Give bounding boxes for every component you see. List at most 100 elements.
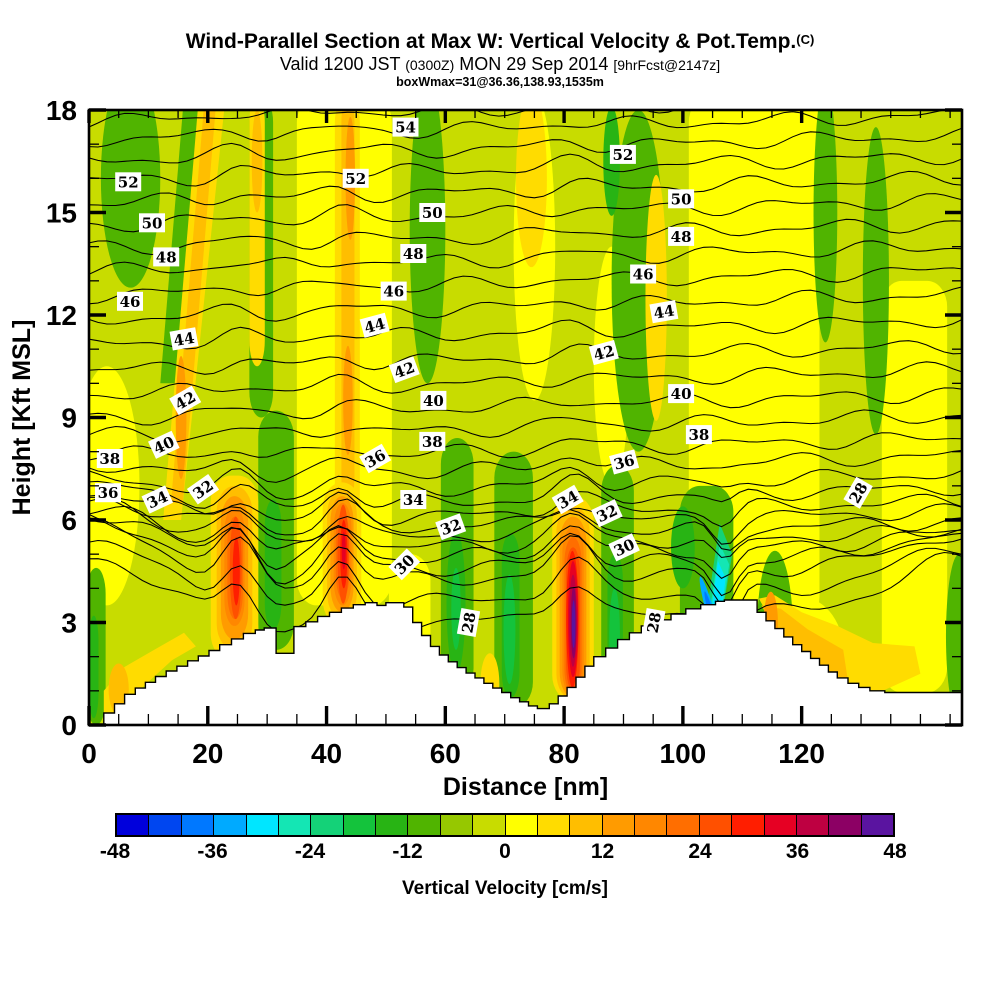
isotherm-label-38: 38	[685, 425, 712, 445]
svg-text:38: 38	[99, 450, 120, 468]
isotherm-label-40: 40	[668, 384, 695, 404]
isotherm-line-39	[89, 449, 962, 483]
svg-text:50: 50	[422, 204, 443, 222]
x-tick-label-60: 60	[430, 738, 461, 769]
colorbar-segment-20-to-24	[667, 815, 700, 835]
forecast-hour: [9hrFcst@2147z]	[613, 57, 721, 74]
svg-text:46: 46	[120, 293, 141, 311]
colorbar-tick--12: -12	[392, 840, 423, 863]
wmax-annotation: boxWmax=31@36.36,138.93,1535m	[396, 74, 604, 89]
isotherm-label-50: 50	[139, 213, 165, 233]
svg-text:46: 46	[633, 266, 654, 284]
isotherm-label-38: 38	[419, 431, 446, 451]
colorbar-segment-0-to-4	[505, 815, 538, 835]
y-tick-label-18: 18	[46, 95, 77, 126]
colorbar-tick-48: 48	[883, 840, 907, 863]
isotherm-label-44: 44	[169, 327, 199, 351]
svg-text:48: 48	[156, 248, 177, 266]
terrain-silhouette	[89, 599, 962, 725]
svg-text:40: 40	[423, 392, 444, 410]
valid-date: MON 29 Sep 2014	[454, 54, 614, 75]
isotherm-label-46: 46	[630, 264, 657, 284]
isotherm-line-46	[89, 286, 962, 325]
isotherm-label-54: 54	[392, 117, 419, 137]
terrain	[89, 599, 962, 725]
title-main: Wind-Parallel Section at Max W: Vertical…	[185, 30, 797, 53]
svg-text:42: 42	[592, 342, 617, 365]
fill-region	[516, 110, 547, 268]
valid-time-subtitle: Valid 1200 JST (0300Z) MON 29 Sep 2014 […	[0, 54, 1000, 75]
x-tick-label-20: 20	[192, 738, 223, 769]
isotherm-line-32	[89, 518, 962, 580]
isotherm-line-38	[89, 466, 962, 501]
colorbar-segment--28-to--24	[278, 815, 312, 835]
isotherm-line-28	[89, 551, 962, 667]
colorbar-segment-8-to-12	[570, 815, 603, 835]
isotherm-line-53	[89, 127, 962, 164]
svg-text:52: 52	[345, 170, 366, 188]
svg-text:52: 52	[118, 173, 139, 191]
colorbar-tick-labels: -48 -36 -24 -12 0 12 24 36 48	[100, 840, 907, 866]
isotherm-label-48: 48	[668, 226, 695, 246]
isotherm-line-40	[89, 432, 962, 461]
svg-text:28: 28	[644, 611, 665, 635]
fill-region	[945, 554, 962, 719]
colorbar-segment-4-to-8	[537, 815, 571, 835]
isotherm-label-40: 40	[420, 390, 447, 410]
colorbar: -48 -36 -24 -12 0 12 24 36 48 Vertical Velocity …	[100, 813, 907, 900]
colorbar-swatches	[115, 813, 895, 837]
isotherm-label-50: 50	[668, 189, 695, 209]
fill-region	[108, 663, 129, 715]
svg-text:38: 38	[422, 433, 443, 451]
colorbar-segment--32-to--28	[246, 815, 279, 835]
fill-region	[451, 567, 461, 650]
colorbar-segment--48-to--44	[117, 815, 150, 835]
colorbar-segment--12-to--8	[408, 815, 441, 835]
isotherm-line-35	[89, 496, 962, 545]
colorbar-segment--24-to--20	[311, 815, 344, 835]
colorbar-segment-12-to-16	[602, 815, 635, 835]
colorbar-segment-44-to-48	[861, 815, 893, 835]
svg-text:44: 44	[362, 314, 387, 337]
colorbar-segment--16-to--12	[376, 815, 409, 835]
isotherm-label-50: 50	[419, 203, 446, 222]
colorbar-segment--44-to--40	[149, 815, 182, 835]
svg-text:36: 36	[98, 484, 119, 502]
colorbar-tick-12: 12	[590, 840, 615, 863]
svg-text:36: 36	[612, 451, 637, 474]
valid-time-main: Valid 1200 JST	[279, 54, 406, 75]
svg-text:28: 28	[458, 611, 479, 635]
fill-region	[232, 537, 240, 606]
fill-region	[758, 595, 921, 693]
isotherm-line-44	[89, 340, 962, 375]
colorbar-segment--4-to-0	[473, 815, 506, 835]
isotherm-label-52: 52	[115, 172, 142, 192]
isotherm-line-49	[89, 218, 962, 256]
isotherm-label-34: 34	[400, 490, 427, 509]
colorbar-segment--36-to--32	[214, 815, 247, 835]
fill-region	[813, 110, 838, 343]
fill-region	[645, 174, 667, 421]
colorbar-caption: Vertical Velocity [cm/s]	[402, 878, 608, 899]
title-unit-suffix: (C)	[796, 32, 815, 47]
isotherm-line-43	[89, 361, 962, 400]
y-tick-label-6: 6	[61, 505, 77, 536]
isotherm-line-33	[89, 505, 962, 559]
svg-text:54: 54	[395, 119, 416, 137]
svg-text:50: 50	[671, 190, 692, 208]
x-tick-label-120: 120	[778, 738, 825, 769]
fill-region	[175, 356, 187, 479]
svg-text:50: 50	[142, 214, 163, 232]
isotherm-line-52	[89, 153, 962, 187]
y-tick-label-0: 0	[61, 710, 77, 741]
isotherm-line-41	[89, 409, 962, 443]
svg-text:44: 44	[172, 329, 196, 350]
isotherm-label-28: 28	[456, 608, 481, 637]
x-tick-label-0: 0	[81, 738, 97, 769]
colorbar-segment--20-to--16	[343, 815, 376, 835]
x-axis-title: Distance [nm]	[443, 773, 608, 801]
colorbar-segment-24-to-28	[699, 815, 733, 835]
colorbar-tick--48: -48	[99, 840, 131, 863]
